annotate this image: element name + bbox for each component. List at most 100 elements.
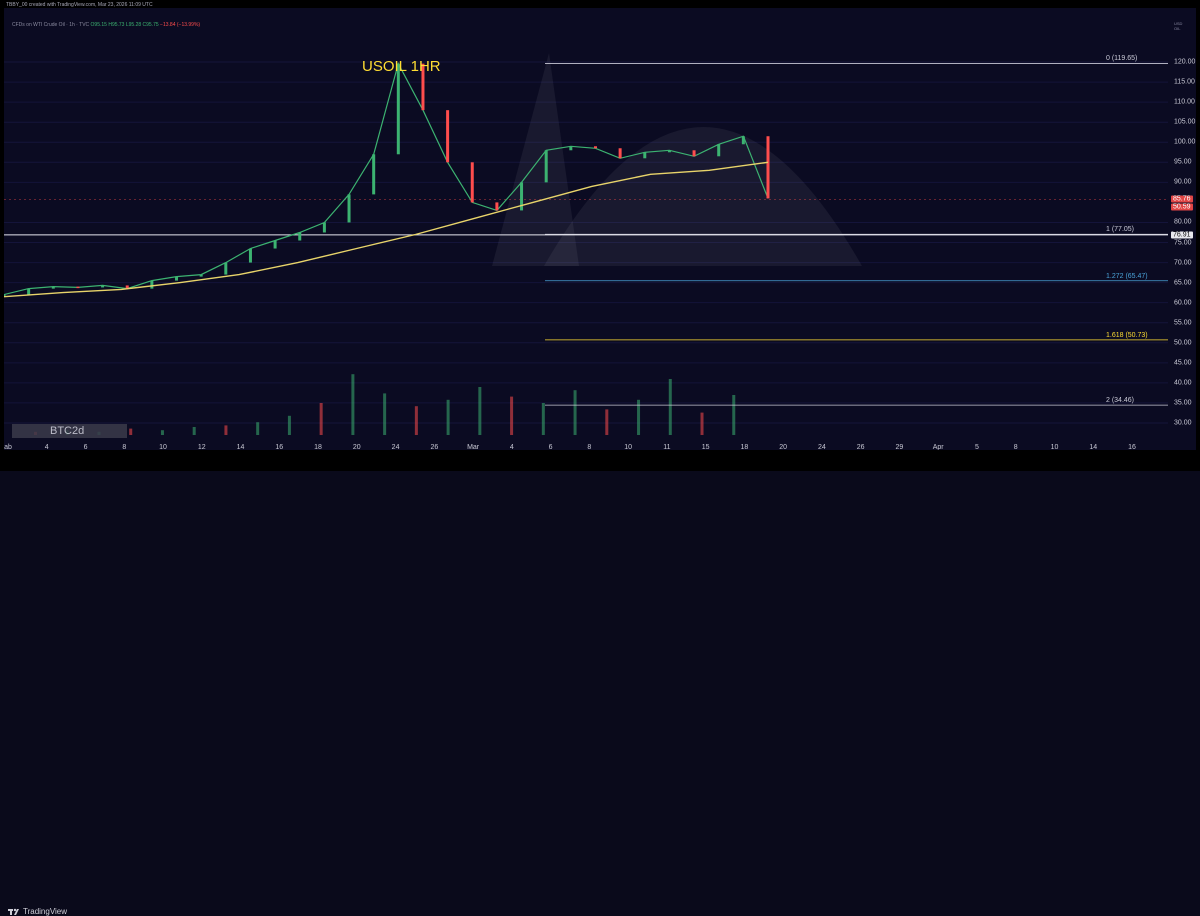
date-axis-label: 18 (314, 444, 322, 451)
date-axis-label: 24 (818, 444, 826, 451)
price-series (4, 61, 770, 298)
watermark-label: BTC2d (12, 424, 127, 438)
price-candle (150, 280, 154, 289)
volume-bar (414, 406, 418, 435)
date-axis-label: 16 (275, 444, 284, 451)
price-axis-label: 80.00 (1174, 218, 1192, 226)
tradingview-logo[interactable]: TradingView (8, 907, 67, 916)
date-axis-label: 29 (895, 444, 904, 451)
price-axis-label: 115.00 (1174, 78, 1195, 86)
price-change: −13.84 (−13.99%) (160, 22, 201, 28)
dome-pattern (544, 127, 862, 266)
volume-bar (510, 396, 514, 435)
volume-bar (573, 390, 577, 435)
price-axis-label: 110.00 (1174, 98, 1195, 106)
price-candle (76, 286, 80, 289)
currency-indicator: USD OIL (1174, 21, 1182, 31)
asset-label: OIL (1174, 26, 1181, 31)
price-candle (199, 274, 203, 277)
price-candle (569, 146, 573, 151)
date-axis-label: 4 (509, 444, 514, 451)
price-candle (421, 63, 425, 111)
price-candle (446, 110, 450, 163)
date-axis-label: 8 (1013, 444, 1018, 451)
price-candle (766, 136, 770, 199)
volume-bar (700, 412, 704, 435)
price-axis-label: 60.00 (1174, 299, 1192, 307)
price-axis-label: 100.00 (1174, 138, 1196, 146)
date-axis-label: 10 (1050, 444, 1059, 451)
price-candle (4, 294, 6, 297)
price-candle (618, 148, 622, 159)
price-candle (593, 146, 597, 149)
price-axis-label: 55.00 (1174, 319, 1192, 327)
fib-level-label: 1.272 (65.47) (1106, 272, 1148, 280)
date-axis-label: 5 (975, 444, 979, 451)
date-axis-label: 26 (430, 444, 439, 451)
volume-bar (668, 379, 672, 435)
chart-panel[interactable]: CFDs on WTI Crude Oil · 1h · TVC O95.15 … (4, 8, 1196, 451)
triangle-pattern (492, 53, 579, 266)
price-candle (51, 286, 55, 289)
volume-bar (478, 387, 482, 435)
currency-label: USD (1174, 21, 1183, 26)
price-candle (643, 152, 647, 159)
top-bar: TBBY_00 created with TradingView.com, Ma… (0, 0, 1200, 8)
volume-bar (160, 430, 164, 435)
price-candle (175, 276, 179, 281)
volume-bar (541, 403, 545, 435)
price-candle (741, 136, 745, 145)
volume-bar (287, 415, 291, 435)
date-axis-label: 8 (122, 444, 127, 451)
price-axis-label: 75.00 (1174, 239, 1192, 246)
fib-level-label: 2 (34.46) (1106, 397, 1135, 405)
price-candle (520, 182, 524, 211)
price-candle (396, 63, 400, 155)
date-axis-label: 4 (44, 444, 49, 451)
volume-bar (637, 399, 641, 435)
date-axis-label: 20 (352, 444, 361, 451)
date-axis-label: 14 (1089, 444, 1098, 451)
price-axis-label: 45.00 (1174, 359, 1192, 367)
price-axis-label: 65.00 (1174, 279, 1192, 287)
price-candle (470, 162, 474, 203)
price-axis-label: 105.00 (1174, 118, 1196, 126)
chart-canvas[interactable] (4, 8, 1196, 450)
price-candle (27, 288, 31, 295)
date-axis-label: 11 (663, 444, 671, 451)
price-axis-label: 70.00 (1174, 259, 1192, 267)
chart-title: USOIL 1HR (362, 58, 441, 75)
price-candle (322, 222, 326, 233)
volume-bar (446, 399, 450, 435)
price-line (4, 61, 769, 296)
date-axis-label: 6 (83, 444, 88, 451)
footer-brand: TradingView (23, 907, 68, 916)
volume-bar (605, 409, 609, 435)
volume-bar (383, 393, 387, 435)
volume-bar (319, 403, 323, 435)
date-axis-label: 6 (548, 444, 553, 451)
moving-average-line (4, 161, 769, 298)
price-axis-label: 120.00 (1174, 58, 1196, 66)
symbol-name[interactable]: CFDs on WTI Crude Oil · 1h · TVC (12, 22, 90, 28)
date-axis-label: 12 (197, 444, 206, 451)
volume-bar (129, 428, 133, 435)
price-candle (667, 150, 671, 153)
chart-grid (4, 61, 1168, 424)
date-axis-label: 15 (701, 444, 710, 451)
date-axis-label: 26 (856, 444, 865, 451)
price-candle (544, 150, 548, 183)
price-axis-label: 35.00 (1174, 399, 1192, 407)
volume-bar (192, 427, 196, 435)
date-axis-label: 14 (236, 444, 245, 451)
price-candle (224, 262, 228, 275)
date-axis-label: Apr (932, 444, 944, 451)
price-candle (347, 194, 351, 223)
symbol-legend[interactable]: CFDs on WTI Crude Oil · 1h · TVC O95.15 … (12, 22, 200, 28)
pattern-drawings (492, 53, 862, 266)
price-axis-label: 40.00 (1174, 379, 1192, 387)
price-axis-label: 95.00 (1174, 158, 1192, 166)
date-axis-label: 20 (779, 444, 788, 451)
price-candle (372, 154, 376, 195)
volume-bar (732, 395, 736, 435)
